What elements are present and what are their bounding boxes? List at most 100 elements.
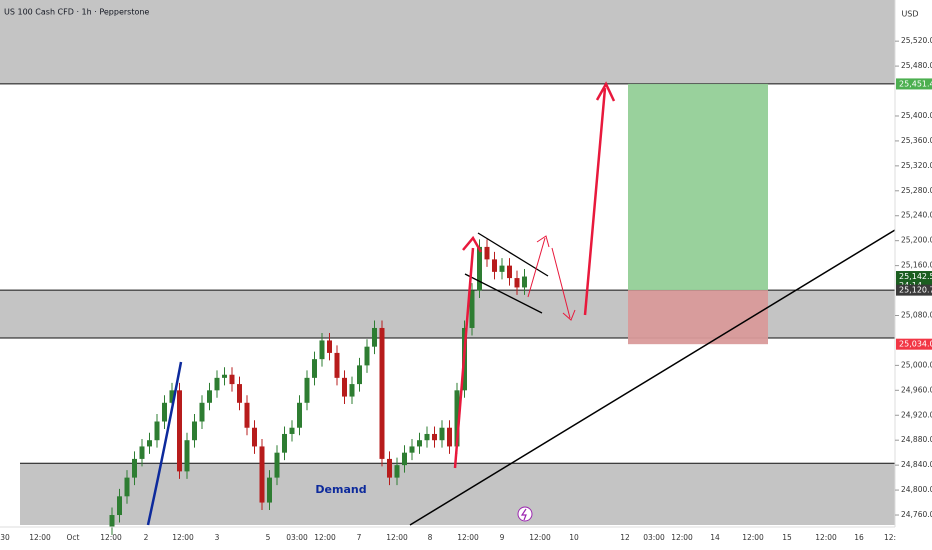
event-icon-glyph (520, 508, 527, 521)
candle-body (484, 246, 490, 260)
candle-body (432, 433, 437, 441)
x-tick-label: 3 (215, 533, 220, 542)
candle-body (349, 384, 355, 397)
candle-body (297, 402, 302, 428)
candle-body (402, 452, 407, 466)
price-tag-label: 25,142.5 (899, 272, 932, 281)
candle-body (267, 477, 272, 503)
candle-body (312, 359, 317, 378)
price-tag (896, 78, 932, 90)
candle-body (259, 446, 265, 503)
candle-body (237, 384, 242, 403)
candle-body (492, 259, 497, 272)
x-tick-label: 10 (569, 533, 579, 542)
x-tick-label: 12:00 (386, 533, 408, 542)
event-icon[interactable] (517, 506, 533, 522)
plot-area (0, 0, 895, 535)
candle-body (147, 440, 152, 447)
target-box (628, 83, 768, 291)
candle-body (499, 265, 505, 272)
currency: USD (901, 10, 918, 19)
x-tick-label: 9 (500, 533, 505, 542)
candle-body (289, 427, 295, 434)
y-tick-label: 25,320.0 (901, 161, 932, 170)
y-tick-label: 25,360.0 (901, 136, 932, 145)
candle-body (342, 377, 347, 397)
y-tick-label: 25,520.0 (901, 36, 932, 45)
chart-title: US 100 Cash CFD · 1h · Pepperstone (4, 8, 149, 17)
candle-body (117, 496, 122, 516)
candle-body (319, 340, 325, 360)
y-tick-label: 24,760.0 (901, 510, 932, 519)
candle-body (409, 446, 415, 453)
curve (146, 361, 183, 526)
y-tick-label: 24,960.0 (901, 385, 932, 394)
candle-body (417, 440, 422, 447)
arrow (583, 81, 616, 316)
candle-body (199, 402, 205, 422)
x-tick-label: 16 (854, 533, 864, 542)
candle-body (154, 421, 160, 441)
zone-label: Demand (315, 483, 366, 496)
x-tick-label: 12 (620, 533, 630, 542)
candle-body (109, 515, 115, 528)
y-tick-label: 25,480.0 (901, 61, 932, 70)
candle-body (522, 276, 527, 288)
candle-body (192, 421, 197, 441)
stop-box (628, 290, 768, 345)
x-tick-label: 12:00 (172, 533, 194, 542)
x-tick-label: 12:00 (29, 533, 51, 542)
x-tick-label: 30 (0, 533, 10, 542)
x-tick-label: 2 (144, 533, 149, 542)
candle-body (469, 290, 475, 328)
candle-body (222, 374, 227, 378)
candle-body (477, 246, 482, 291)
y-tick-label: 24,880.0 (901, 435, 932, 444)
trend-line (409, 229, 896, 526)
candle-body (252, 427, 257, 447)
arrow (453, 247, 475, 469)
candle-body (304, 377, 310, 403)
price-tag-label: 25,451.4 (899, 79, 932, 88)
arrow-head (462, 235, 483, 253)
x-tick-label: 8 (428, 533, 433, 542)
candle-body (372, 327, 377, 347)
y-tick-label: 25,000.0 (901, 360, 932, 369)
candle-body (387, 458, 392, 478)
x-tick-label: 15 (782, 533, 792, 542)
x-tick-label: 12:00 (815, 533, 837, 542)
candle-body (507, 265, 512, 279)
x-tick-label: 12:00 (100, 533, 122, 542)
x-tick-label: 12:00 (314, 533, 336, 542)
y-tick-label: 24,920.0 (901, 410, 932, 419)
flag-line (464, 273, 543, 314)
arrow (527, 235, 550, 298)
candle-body (177, 390, 182, 472)
x-tick-label: 12: (884, 533, 896, 542)
candle-body (124, 477, 130, 497)
candle-body (207, 390, 212, 403)
y-tick-label: 25,080.0 (901, 310, 932, 319)
candle-body (439, 427, 445, 441)
x-tick-label: 12:00 (529, 533, 551, 542)
x-tick-label: 12:00 (742, 533, 764, 542)
candle-body (169, 390, 175, 403)
y-tick-label: 25,160.0 (901, 261, 932, 270)
y-tick-label: 24,800.0 (901, 485, 932, 494)
zone (0, 0, 895, 84)
y-tick-label: 25,400.0 (901, 111, 932, 120)
candle-body (184, 440, 190, 472)
price-tag-label: 25,034.0 (899, 340, 932, 349)
candle-body (162, 402, 167, 422)
candle-body (274, 452, 280, 478)
zone (20, 463, 895, 525)
x-tick-label: 12:00 (671, 533, 693, 542)
candle-body (244, 402, 250, 428)
candle-body (514, 278, 520, 288)
price-tag (896, 284, 932, 296)
candle-body (424, 433, 430, 441)
candle-body (229, 374, 235, 385)
candle-body (282, 433, 287, 453)
candle-body (132, 458, 137, 478)
